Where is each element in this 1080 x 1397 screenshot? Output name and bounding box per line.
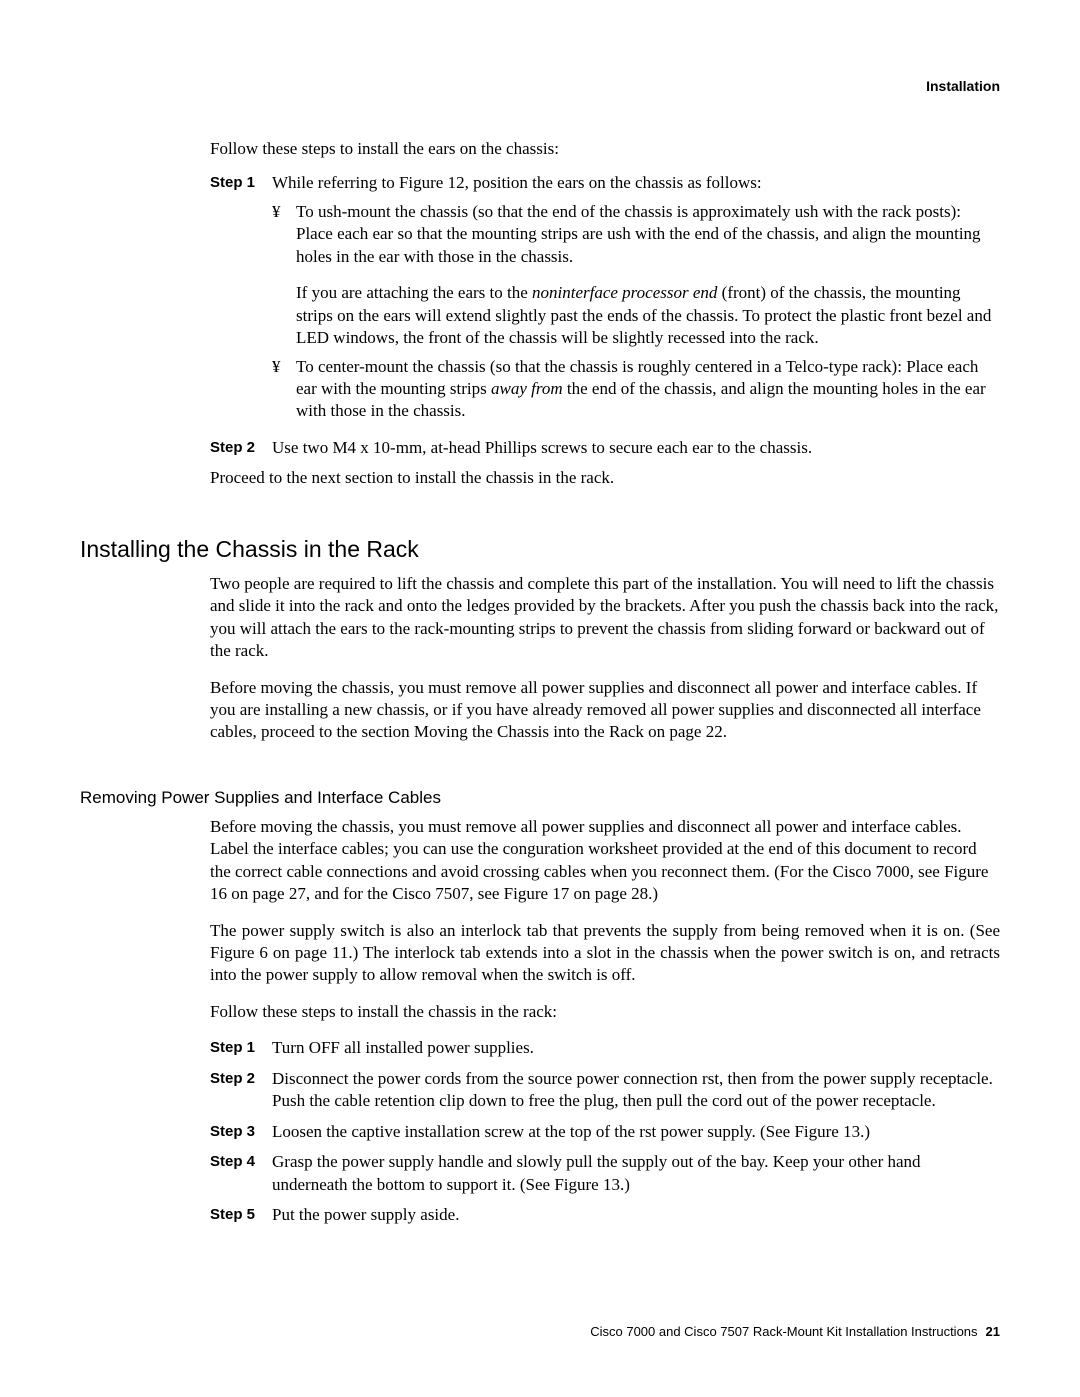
bullet-row: ¥ To ush-mount the chassis (so that the …	[272, 201, 1000, 350]
step-label: Step 1	[210, 1037, 272, 1060]
body-paragraph: The power supply switch is also an inter…	[210, 920, 1000, 987]
bullet-content: To center-mount the chassis (so that the…	[296, 356, 1000, 423]
step-row: Step 3 Loosen the captive installation s…	[210, 1121, 1000, 1144]
footer-title: Cisco 7000 and Cisco 7507 Rack-Mount Kit…	[590, 1324, 977, 1339]
bullet-mark: ¥	[272, 201, 296, 350]
step-label: Step 3	[210, 1121, 272, 1144]
step-row: Step 5 Put the power supply aside.	[210, 1204, 1000, 1227]
step-label: Step 1	[210, 172, 272, 428]
step-row: Step 1 Turn OFF all installed power supp…	[210, 1037, 1000, 1060]
step-lead: While referring to Figure 12, position t…	[272, 172, 1000, 194]
body-paragraph: Two people are required to lift the chas…	[210, 573, 1000, 663]
section-heading-removing-power: Removing Power Supplies and Interface Ca…	[80, 788, 1000, 808]
step-content: Loosen the captive installation screw at…	[272, 1121, 1000, 1144]
step-row: Step 2 Use two M4 x 10-mm, at-head Phill…	[210, 437, 1000, 460]
body-paragraph: Follow these steps to install the chassi…	[210, 1001, 1000, 1023]
section-heading-installing-chassis: Installing the Chassis in the Rack	[80, 536, 1000, 563]
document-page: Installation Follow these steps to insta…	[0, 0, 1080, 1397]
step-label: Step 2	[210, 1068, 272, 1113]
bullet-mark: ¥	[272, 356, 296, 423]
page-footer: Cisco 7000 and Cisco 7507 Rack-Mount Kit…	[590, 1324, 1000, 1339]
step-row: Step 1 While referring to Figure 12, pos…	[210, 172, 1000, 428]
step-content: Grasp the power supply handle and slowly…	[272, 1151, 1000, 1196]
step-row: Step 4 Grasp the power supply handle and…	[210, 1151, 1000, 1196]
body-paragraph: Before moving the chassis, you must remo…	[210, 816, 1000, 906]
step-content: Turn OFF all installed power supplies.	[272, 1037, 1000, 1060]
ears-intro: Follow these steps to install the ears o…	[210, 138, 1000, 160]
ears-outro: Proceed to the next section to install t…	[210, 467, 1000, 489]
step-content: Use two M4 x 10-mm, at-head Phillips scr…	[272, 437, 1000, 460]
emphasis: away from	[491, 379, 563, 398]
step-label: Step 4	[210, 1151, 272, 1196]
body-paragraph: Before moving the chassis, you must remo…	[210, 677, 1000, 744]
step-content: Disconnect the power cords from the sour…	[272, 1068, 1000, 1113]
bullet-paragraph: To ush-mount the chassis (so that the en…	[296, 201, 1000, 268]
ears-steps: Step 1 While referring to Figure 12, pos…	[210, 172, 1000, 459]
page-number: 21	[986, 1324, 1000, 1339]
step-row: Step 2 Disconnect the power cords from t…	[210, 1068, 1000, 1113]
header-section-label: Installation	[926, 78, 1000, 94]
step-content: Put the power supply aside.	[272, 1204, 1000, 1227]
bullet-row: ¥ To center-mount the chassis (so that t…	[272, 356, 1000, 423]
step-label: Step 2	[210, 437, 272, 460]
step-content: While referring to Figure 12, position t…	[272, 172, 1000, 428]
text-run: If you are attaching the ears to the	[296, 283, 532, 302]
step-label: Step 5	[210, 1204, 272, 1227]
bullet-paragraph: If you are attaching the ears to the non…	[296, 282, 1000, 349]
emphasis: noninterface processor end	[532, 283, 717, 302]
bullet-content: To ush-mount the chassis (so that the en…	[296, 201, 1000, 350]
removing-steps: Step 1 Turn OFF all installed power supp…	[210, 1037, 1000, 1226]
